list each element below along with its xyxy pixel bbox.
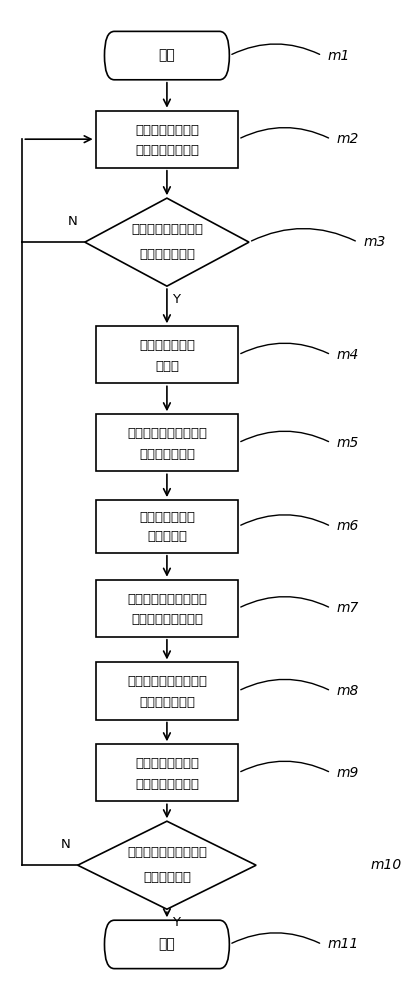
Text: 录当前本地时钟: 录当前本地时钟 <box>139 448 195 461</box>
Text: 误差函数和成本函数: 误差函数和成本函数 <box>131 613 203 626</box>
Text: 邻居节点接收信息，记: 邻居节点接收信息，记 <box>127 427 207 440</box>
Text: m4: m4 <box>337 348 359 362</box>
Text: m3: m3 <box>363 235 386 249</box>
Text: 对时延进行处理，构建: 对时延进行处理，构建 <box>127 593 207 606</box>
Text: 建立时钟信息和: 建立时钟信息和 <box>139 511 195 524</box>
Bar <box>96 111 238 168</box>
Text: 时延的关系: 时延的关系 <box>147 530 187 543</box>
Text: 开始: 开始 <box>158 49 175 63</box>
Text: 结束: 结束 <box>158 937 175 951</box>
Text: m10: m10 <box>370 858 401 872</box>
Text: Y: Y <box>172 916 180 929</box>
Text: m9: m9 <box>337 766 359 780</box>
Text: m6: m6 <box>337 519 359 533</box>
Text: N: N <box>68 215 78 228</box>
Text: 广播本地时钟同: 广播本地时钟同 <box>139 339 195 352</box>
Text: 初始化时钟同步参: 初始化时钟同步参 <box>135 124 199 137</box>
Bar <box>96 744 238 801</box>
Text: 步信息: 步信息 <box>155 360 179 373</box>
Bar <box>96 326 238 383</box>
Text: 时钟是否同步: 时钟是否同步 <box>143 871 191 884</box>
Text: N: N <box>61 838 71 851</box>
Text: m11: m11 <box>328 937 359 951</box>
Bar <box>96 414 238 471</box>
Text: m8: m8 <box>337 684 359 698</box>
Text: m2: m2 <box>337 132 359 146</box>
Text: 网络中所有节点的逻辑: 网络中所有节点的逻辑 <box>127 846 207 859</box>
Text: 的相对频偏估计: 的相对频偏估计 <box>139 696 195 709</box>
Bar <box>96 662 238 720</box>
Text: Y: Y <box>172 293 180 306</box>
Text: 采用一致性的同步: 采用一致性的同步 <box>135 757 199 770</box>
Bar <box>96 580 238 637</box>
Bar <box>96 500 238 553</box>
Text: 协议补偿时钟参数: 协议补偿时钟参数 <box>135 778 199 791</box>
Text: m7: m7 <box>337 601 359 615</box>
Text: m5: m5 <box>337 436 359 450</box>
Text: m1: m1 <box>328 49 350 63</box>
Text: 节点的本地时钟是否: 节点的本地时钟是否 <box>131 223 203 236</box>
Text: 为周期的整数倍: 为周期的整数倍 <box>139 248 195 261</box>
Text: 进行基于序列最小二乘: 进行基于序列最小二乘 <box>127 675 207 688</box>
Text: 数，设置广播周期: 数，设置广播周期 <box>135 144 199 157</box>
